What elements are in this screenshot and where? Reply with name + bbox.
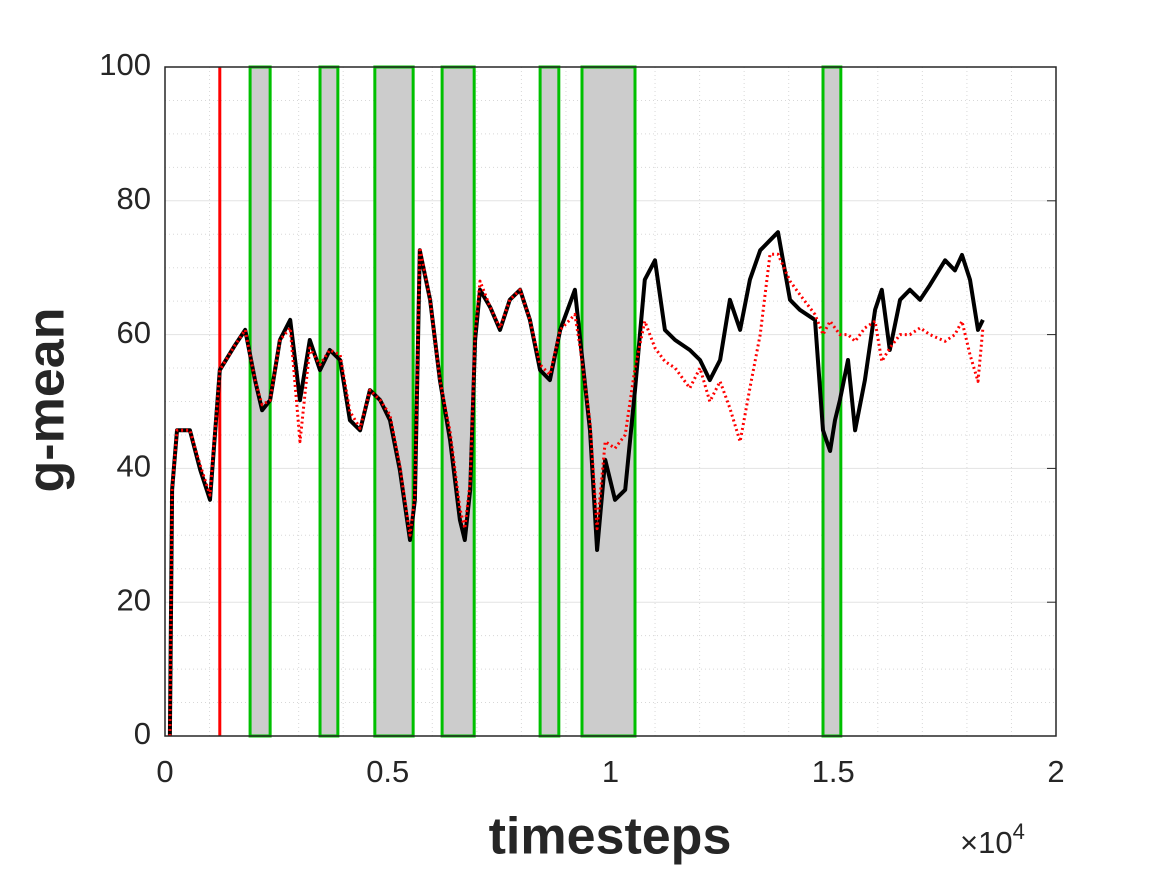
y-tick-label: 0	[134, 716, 151, 751]
shaded-region	[538, 65, 561, 738]
y-tick-label: 40	[117, 449, 151, 484]
shaded-region	[580, 65, 637, 738]
x-tick-label: 1	[602, 754, 619, 789]
x-tick-label: 1.5	[812, 754, 855, 789]
x-tick-label: 0.5	[366, 754, 409, 789]
x-multiplier-base: ×10	[960, 825, 1013, 860]
y-axis-label: g-mean	[18, 308, 76, 493]
y-tick-label: 60	[117, 315, 151, 350]
x-multiplier-exponent: 4	[1013, 819, 1025, 844]
shaded-region	[318, 65, 340, 738]
y-tick-label: 20	[117, 582, 151, 617]
x-multiplier: ×104	[960, 819, 1025, 860]
y-tick-label: 80	[117, 181, 151, 216]
series-line	[168, 246, 985, 737]
x-tick-label: 2	[1047, 754, 1064, 789]
x-tick-label: 0	[156, 754, 173, 789]
series-line	[167, 230, 985, 737]
x-axis-label: timesteps	[489, 808, 732, 866]
y-tick-label: 100	[99, 47, 151, 82]
plot-frame	[164, 66, 1057, 737]
shaded-region	[440, 65, 476, 738]
